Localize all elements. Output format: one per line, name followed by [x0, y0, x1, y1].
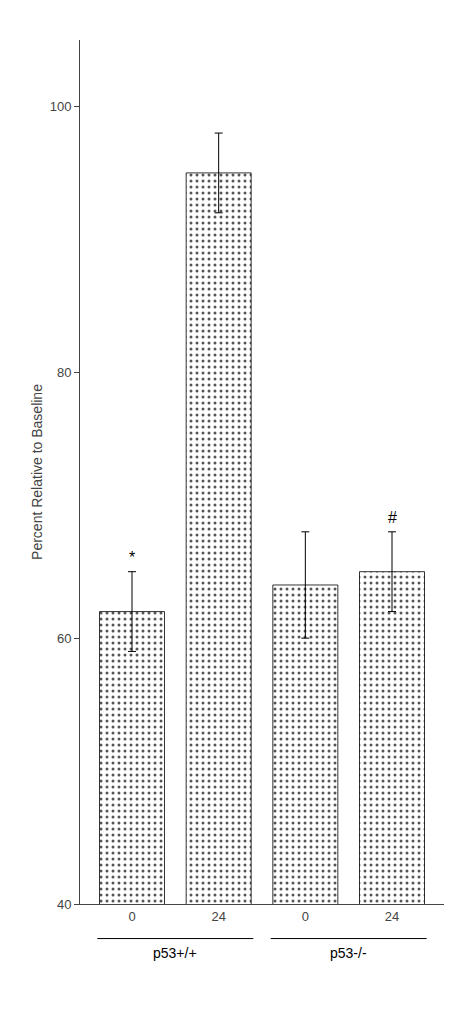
svg-text:100: 100 [50, 99, 72, 114]
svg-text:Percent Relative to Baseline: Percent Relative to Baseline [29, 384, 45, 560]
svg-text:0: 0 [128, 909, 135, 924]
svg-text:24: 24 [211, 909, 225, 924]
svg-text:p53-/-: p53-/- [330, 945, 367, 961]
svg-text:p53+/+: p53+/+ [153, 945, 197, 961]
svg-text:40: 40 [57, 897, 71, 912]
svg-text:*: * [129, 549, 135, 566]
svg-text:60: 60 [57, 631, 71, 646]
svg-text:24: 24 [385, 909, 399, 924]
svg-text:0: 0 [302, 909, 309, 924]
svg-text:#: # [388, 509, 397, 526]
svg-text:80: 80 [57, 365, 71, 380]
